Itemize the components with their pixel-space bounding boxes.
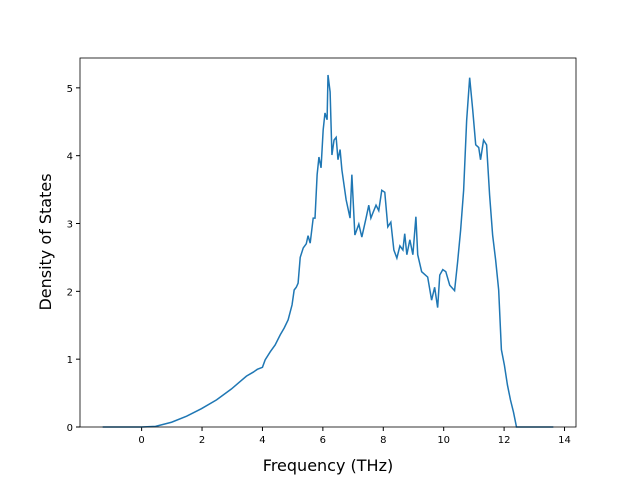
y-tick-label: 3 <box>67 220 73 231</box>
x-tick-label: 6 <box>320 435 326 446</box>
plot-frame <box>79 57 577 428</box>
x-tick-label: 8 <box>380 435 386 446</box>
x-tick-label: 4 <box>259 435 265 446</box>
y-axis-label: Density of States <box>36 173 55 310</box>
x-tick-label: 2 <box>199 435 205 446</box>
line <box>102 74 554 428</box>
x-tick-label: 0 <box>138 435 144 446</box>
x-axis-label: Frequency (THz) <box>263 456 393 475</box>
y-tick-label: 1 <box>67 355 73 366</box>
y-tick-label: 2 <box>67 287 73 298</box>
y-tick-label: 4 <box>67 152 73 163</box>
x-tick-label: 14 <box>558 435 571 446</box>
y-tick-label: 5 <box>67 84 73 95</box>
x-tick-label: 10 <box>437 435 450 446</box>
y-tick-label: 0 <box>67 423 73 434</box>
x-tick-label: 12 <box>498 435 511 446</box>
